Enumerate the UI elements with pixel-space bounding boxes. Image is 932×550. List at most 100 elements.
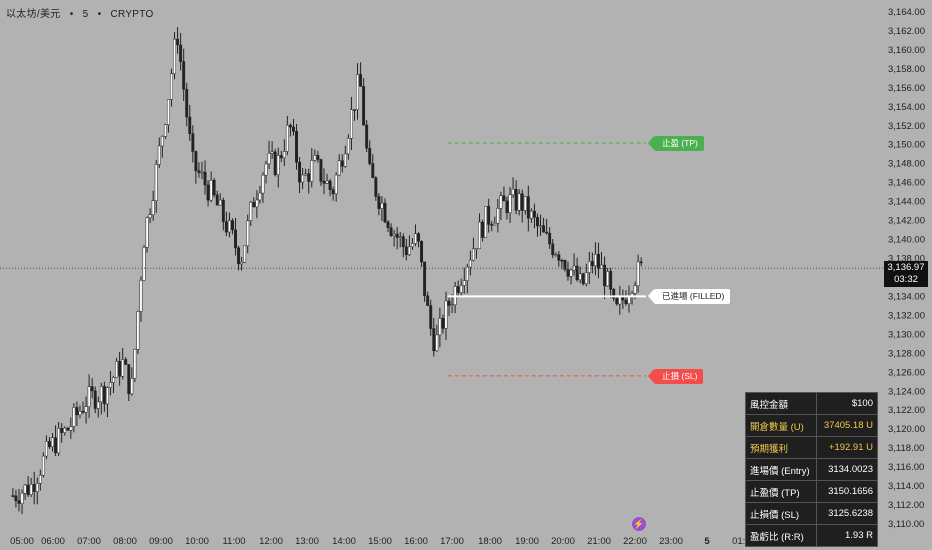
candle-body <box>609 271 613 290</box>
candle-body <box>182 61 186 90</box>
candle-body <box>587 261 591 273</box>
price-tick-label: 3,138.00 <box>888 254 925 265</box>
candle-body <box>57 428 61 454</box>
candle-body <box>231 220 234 231</box>
price-tick-label: 3,120.00 <box>888 424 925 435</box>
candle-body <box>557 254 561 261</box>
candle-body <box>133 349 137 379</box>
candle-body <box>343 153 347 167</box>
risk-key: 止損價 (SL) <box>744 502 818 525</box>
candle-body <box>170 73 173 100</box>
price-tick-label: 3,112.00 <box>888 500 924 511</box>
time-tick-label: 5 <box>704 536 710 547</box>
risk-key: 盈虧比 (R:R) <box>744 524 818 547</box>
price-tick-label: 3,162.00 <box>888 26 925 37</box>
candle-body <box>374 177 378 197</box>
exchange: CRYPTO <box>110 9 154 20</box>
candle-body <box>517 193 521 211</box>
candle-body <box>426 295 430 306</box>
candle-body <box>307 173 311 182</box>
candle-body <box>542 225 546 233</box>
candle-body <box>459 285 463 293</box>
candle-body <box>288 124 292 128</box>
candle-body <box>246 220 250 247</box>
candle-body <box>285 124 289 152</box>
candle-body <box>334 174 338 195</box>
time-tick-label: 21:00 <box>587 536 611 547</box>
entry-flag[interactable]: 已進場 (FILLED) <box>647 289 731 305</box>
risk-row: 進場價 (Entry) 3134.0023 <box>744 458 878 481</box>
candle-body <box>130 378 134 395</box>
candle-body <box>636 261 640 287</box>
candle-body <box>624 299 628 304</box>
price-tick-label: 3,154.00 <box>888 102 925 113</box>
candle-body <box>398 236 402 238</box>
candle-body <box>145 217 149 248</box>
candle-body <box>438 318 442 336</box>
candle-body <box>264 163 268 176</box>
candle-body <box>200 171 204 174</box>
candle-body <box>395 233 399 238</box>
time-tick-label: 23:00 <box>659 536 683 547</box>
candle-body <box>157 145 161 165</box>
current-price-label: 3,136.97 <box>887 262 925 274</box>
candle-body <box>529 210 533 219</box>
candle-body <box>139 280 143 312</box>
time-tick-label: 22:00 <box>623 536 647 547</box>
candle-body <box>410 243 414 248</box>
candle-body <box>87 386 91 407</box>
candle-body <box>41 455 45 476</box>
candle-body <box>444 300 448 329</box>
candle-body <box>17 500 21 504</box>
candle-body <box>590 261 594 267</box>
candle-body <box>380 202 384 209</box>
candle-body <box>270 151 274 154</box>
candle-body <box>514 188 518 211</box>
candle-body <box>353 109 356 111</box>
candle-body <box>432 328 436 352</box>
candle-body <box>563 260 567 270</box>
candle-body <box>404 246 408 255</box>
risk-value: +192.91 U <box>816 436 878 459</box>
candle-body <box>566 269 570 277</box>
risk-value: 3134.0023 <box>816 458 878 481</box>
price-tick-label: 3,148.00 <box>888 159 925 170</box>
candle-body <box>295 131 298 163</box>
candle-body <box>346 138 350 155</box>
candle-body <box>234 229 237 249</box>
candle-body <box>212 180 216 196</box>
candle-body <box>63 427 67 433</box>
risk-row: 止損價 (SL) 3125.6238 <box>744 502 878 525</box>
candle-body <box>496 208 500 224</box>
symbol-header: 以太坊/美元 • 5 • CRYPTO <box>6 9 154 20</box>
candle-body <box>276 155 280 175</box>
candle-body <box>221 199 225 222</box>
candle-body <box>423 261 427 297</box>
candle-body <box>151 200 155 215</box>
tp-flag[interactable]: 止盈 (TP) <box>648 136 704 152</box>
candle-body <box>185 88 189 118</box>
sl-flag[interactable]: 止損 (SL) <box>647 368 704 384</box>
price-tick-label: 3,142.00 <box>888 216 925 227</box>
candle-body <box>310 160 314 182</box>
interval[interactable]: 5 <box>82 9 89 20</box>
candle-body <box>548 232 552 245</box>
candle-body <box>14 495 18 502</box>
time-tick-label: 06:00 <box>41 536 65 547</box>
candle-body <box>191 133 195 152</box>
lightning-icon[interactable]: ⚡ <box>632 517 646 531</box>
candle-body <box>340 160 344 167</box>
candle-body <box>627 296 631 304</box>
time-tick-label: 17:00 <box>440 536 464 547</box>
current-price-tag: 3,136.97 03:32 <box>884 261 928 288</box>
risk-value: 37405.18 U <box>816 414 878 437</box>
candle-body <box>560 259 564 262</box>
candle-body <box>118 361 122 377</box>
symbol-name[interactable]: 以太坊/美元 <box>6 9 61 20</box>
candle-body <box>456 286 460 293</box>
time-tick-label: 16:00 <box>404 536 428 547</box>
candle-body <box>450 304 454 307</box>
risk-value: 3125.6238 <box>816 502 878 525</box>
price-tick-label: 3,158.00 <box>888 64 925 75</box>
